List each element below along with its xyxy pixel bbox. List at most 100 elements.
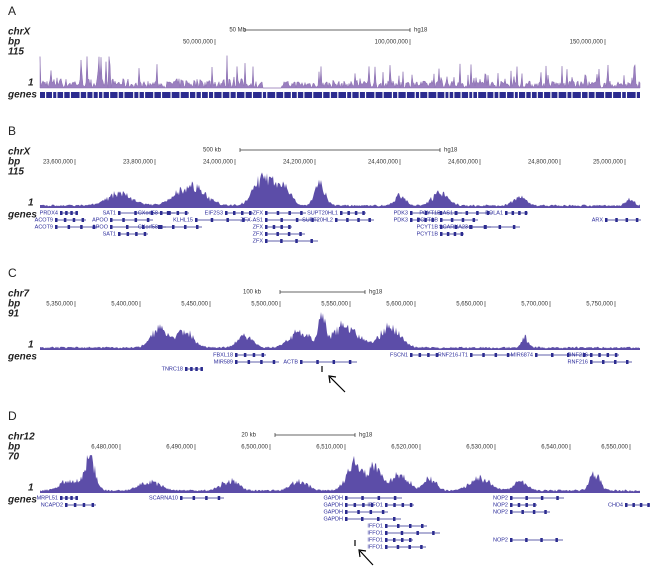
gene-name: NOP2	[493, 509, 508, 515]
gene-gap	[566, 92, 568, 98]
exon	[551, 353, 554, 357]
exon	[512, 225, 516, 229]
gene-gap	[63, 92, 65, 98]
exon	[498, 225, 502, 229]
gene-name: POLA1	[485, 210, 503, 216]
assembly: hg18	[414, 28, 428, 34]
exon	[424, 211, 428, 215]
scale-bar	[279, 290, 366, 294]
chromosome: chr12	[8, 432, 35, 443]
exon	[346, 218, 349, 222]
tick-label: 5,650,000	[456, 302, 483, 308]
gene-band	[40, 92, 640, 98]
gene-gap	[571, 92, 573, 98]
exon	[461, 218, 465, 222]
gene-name: MIR589	[214, 359, 233, 365]
gene-gap	[444, 92, 446, 98]
tick-label: 5,450,000	[181, 302, 208, 308]
gene-name: IFFO1	[367, 502, 383, 508]
exon	[146, 218, 150, 222]
exon	[532, 510, 536, 514]
bp-min: 1	[28, 198, 34, 209]
exon	[143, 232, 147, 236]
exon	[421, 524, 424, 528]
exon	[385, 524, 388, 528]
exon	[265, 225, 268, 229]
exon	[427, 353, 430, 357]
exon	[92, 225, 96, 229]
exon	[439, 211, 443, 215]
exon	[465, 211, 469, 215]
exon	[354, 211, 358, 215]
exon	[347, 211, 350, 215]
exon	[300, 360, 303, 364]
exon	[525, 503, 528, 507]
gene-name: PDK3	[394, 210, 408, 216]
gene-name: ZFX-AS1	[240, 217, 263, 223]
gene-gap	[542, 92, 545, 98]
gene-name: ACTB	[283, 359, 298, 365]
exon	[517, 503, 521, 507]
tick-label: 24,400,000	[368, 160, 399, 166]
exon	[276, 232, 279, 236]
exon	[494, 353, 498, 357]
bp-min: 1	[28, 78, 34, 89]
gene-gap	[160, 92, 163, 98]
exon	[55, 218, 58, 222]
exon	[55, 225, 58, 229]
gene-name: IFFO1	[367, 537, 383, 543]
exon	[511, 211, 515, 215]
exon	[408, 545, 411, 549]
gene-name: MIR6874	[511, 352, 533, 358]
exon	[185, 367, 188, 371]
panel-label: B	[8, 124, 16, 138]
gene-gap	[296, 92, 298, 98]
gene-gap	[513, 92, 515, 98]
gene-name: GAPDH	[323, 509, 343, 515]
gene-name: TNRC18	[162, 366, 183, 372]
gene-name: GAPDH	[323, 516, 343, 522]
exon	[205, 496, 208, 500]
gene-name: SUPT20HL2	[302, 217, 333, 223]
tick-label: 6,500,000	[241, 445, 268, 451]
exon	[409, 503, 413, 507]
tick-label: 5,750,000	[586, 302, 613, 308]
exon	[332, 360, 336, 364]
exon	[160, 225, 163, 229]
exon	[484, 225, 487, 229]
genes-label: genes	[7, 210, 37, 221]
gene-name: PCYT1B	[417, 217, 439, 223]
exon	[598, 353, 601, 357]
gene-name: ACOT9	[35, 224, 53, 230]
exon	[134, 211, 137, 215]
exon	[158, 225, 161, 229]
gene-name: MRPL51	[37, 495, 58, 501]
gene-name: ZFX	[253, 224, 264, 230]
tick-label: 6,490,000	[166, 445, 193, 451]
gene-gap	[213, 92, 215, 98]
gene-gap	[275, 92, 277, 98]
gene-gap	[405, 92, 407, 98]
exon	[615, 218, 618, 222]
tick-label: 5,550,000	[321, 302, 348, 308]
gene-name: PCYT1B	[417, 231, 439, 237]
exon	[370, 503, 374, 507]
exon	[418, 353, 422, 357]
exon	[311, 218, 314, 222]
coverage	[40, 455, 640, 493]
gene-name: GAPDH	[323, 495, 343, 501]
gene-gap	[611, 92, 614, 98]
coverage	[40, 312, 640, 350]
gene-gap	[391, 92, 394, 98]
gene-gap	[397, 92, 399, 98]
exon	[524, 211, 528, 215]
exon	[454, 225, 458, 229]
exon	[142, 225, 145, 229]
gene-gap	[312, 92, 314, 98]
gene-name: RNF216-IT1	[438, 352, 468, 358]
gene-name: FSCN1	[390, 352, 408, 358]
exon	[348, 360, 352, 364]
exon	[65, 503, 68, 507]
gene-gap	[86, 92, 88, 98]
gene-gap	[92, 92, 94, 98]
